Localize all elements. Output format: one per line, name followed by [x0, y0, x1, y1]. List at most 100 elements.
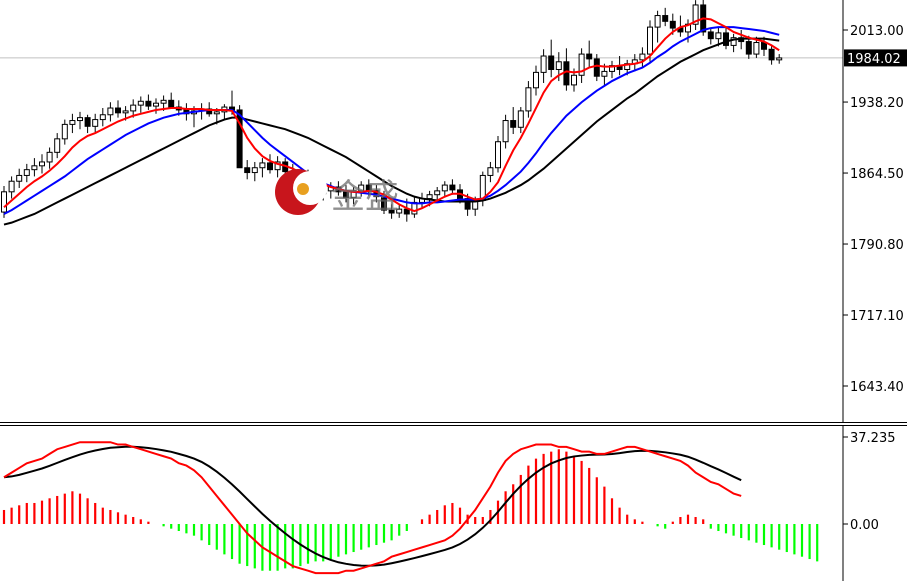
candle-body — [517, 110, 524, 128]
candle-body — [122, 110, 129, 114]
candle-body — [578, 53, 585, 76]
candle-body — [745, 41, 752, 55]
candle-body — [441, 184, 448, 192]
candle-body — [647, 26, 653, 55]
candle-body — [388, 209, 395, 214]
candle-body — [730, 37, 737, 46]
candle — [115, 100, 121, 118]
candle — [107, 102, 114, 122]
candle — [145, 94, 152, 110]
candle-body — [213, 111, 220, 115]
candle — [517, 107, 524, 134]
candle — [768, 44, 775, 65]
candle-body — [274, 161, 281, 171]
candle-body — [692, 4, 699, 25]
price-tick-label: 1717.10 — [850, 309, 904, 324]
candle-body — [776, 57, 783, 61]
candle — [153, 98, 159, 114]
candle-body — [707, 31, 714, 40]
candle — [61, 119, 68, 145]
candle — [593, 54, 600, 82]
candle-body — [540, 55, 547, 73]
candle — [244, 160, 251, 180]
price-tick-label: 2013.00 — [850, 24, 904, 39]
candle-body — [153, 102, 159, 107]
candle — [654, 10, 661, 43]
candle — [578, 48, 585, 83]
candle-body — [654, 15, 661, 28]
candle — [388, 204, 395, 219]
candle — [449, 179, 456, 195]
candle — [723, 26, 729, 50]
candle-body — [8, 180, 15, 193]
candle-body — [510, 120, 517, 128]
candle-body — [23, 169, 30, 176]
candle-body — [259, 162, 266, 169]
candle — [692, 0, 699, 30]
price-panel-background — [0, 0, 843, 422]
candle-body — [267, 162, 273, 171]
candle — [525, 81, 532, 118]
candle-body — [555, 61, 562, 70]
candle — [130, 99, 137, 118]
price-panel: 金盛 2013.00 1938.20 1864.50 1790.80 1717.10 16… — [0, 0, 907, 422]
candle-body — [548, 55, 555, 70]
candle-body — [525, 87, 532, 112]
price-tick-label: 1864.50 — [850, 167, 904, 182]
candle-body — [723, 32, 729, 46]
candle-body — [639, 53, 646, 61]
candle — [99, 108, 106, 127]
candle-body — [449, 184, 456, 191]
candle-body — [1, 191, 7, 213]
candle-body — [54, 138, 61, 153]
watermark-text: 金盛 — [331, 177, 399, 217]
candle-body — [571, 74, 577, 86]
candle — [16, 168, 23, 188]
candle — [1, 186, 7, 218]
price-tick-label: 1643.40 — [850, 380, 904, 395]
candle-body — [145, 100, 152, 107]
candle-body — [426, 194, 433, 200]
candle-body — [39, 161, 45, 167]
candle — [502, 114, 509, 149]
watermark-logo-dot — [297, 183, 309, 195]
candle-body — [77, 117, 83, 122]
candle-body — [669, 20, 676, 29]
candle-body — [715, 32, 722, 40]
candle — [251, 161, 258, 182]
candle — [662, 7, 669, 27]
watermark-logo-cutout — [293, 171, 327, 205]
candle-body — [99, 114, 106, 121]
candle — [267, 154, 273, 174]
candle-body — [586, 53, 593, 60]
macd-tick-label: 37.235 — [850, 431, 896, 446]
candle — [586, 40, 593, 68]
candle — [776, 54, 783, 64]
ma-slow-line — [3, 37, 780, 226]
candle-body — [495, 141, 501, 169]
price-axis-ticks: 2013.00 1938.20 1864.50 1790.80 1717.10 1643.… — [843, 24, 904, 395]
candle-body — [236, 109, 243, 169]
macd-panel: 37.235 0.00 — [2, 426, 896, 581]
candle — [441, 181, 448, 197]
price-tick-label: 1938.20 — [850, 96, 904, 111]
candle — [31, 158, 38, 177]
candle-body — [533, 71, 539, 89]
candle-body — [251, 167, 258, 174]
macd-tick-label: 0.00 — [850, 518, 879, 533]
macd-axis-ticks: 37.235 0.00 — [843, 431, 896, 533]
candle-body — [244, 167, 251, 174]
candle — [487, 161, 494, 183]
price-tick-label: 1790.80 — [850, 238, 904, 253]
candle — [39, 154, 45, 174]
macd-line — [3, 441, 742, 575]
candle-body — [601, 70, 608, 77]
candle-body — [160, 99, 167, 104]
candle — [84, 114, 91, 134]
candle — [46, 147, 53, 169]
candle — [495, 135, 501, 173]
candle — [23, 163, 30, 183]
candle-body — [107, 107, 114, 116]
candle-body — [434, 190, 441, 196]
